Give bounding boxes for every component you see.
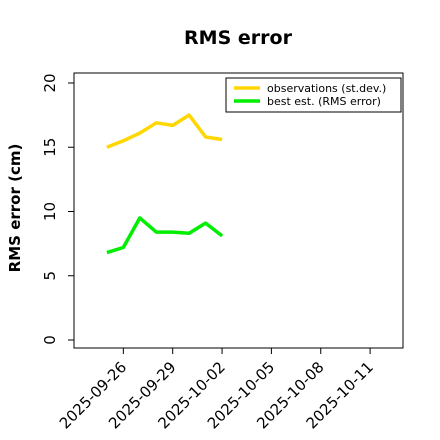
y-axis-label: RMS error (cm): [6, 144, 24, 273]
y-tick-label: 5: [41, 271, 59, 281]
legend-entry: observations (st.dev.): [267, 82, 386, 95]
series-line-best-estimate: [106, 216, 224, 255]
chart-title: RMS error: [184, 27, 293, 49]
plot-frame: [73, 72, 404, 349]
y-tick-label: 0: [41, 335, 59, 345]
y-tick-label: 10: [41, 202, 59, 221]
y-tick-label: 15: [41, 138, 59, 157]
legend-box: [225, 77, 402, 113]
series-line-observations: [106, 113, 223, 149]
legend-entry: best est. (RMS error): [267, 95, 381, 108]
y-tick-label: 20: [41, 73, 59, 92]
plot-layer: 051015202025-09-262025-09-292025-10-0220…: [41, 72, 404, 432]
